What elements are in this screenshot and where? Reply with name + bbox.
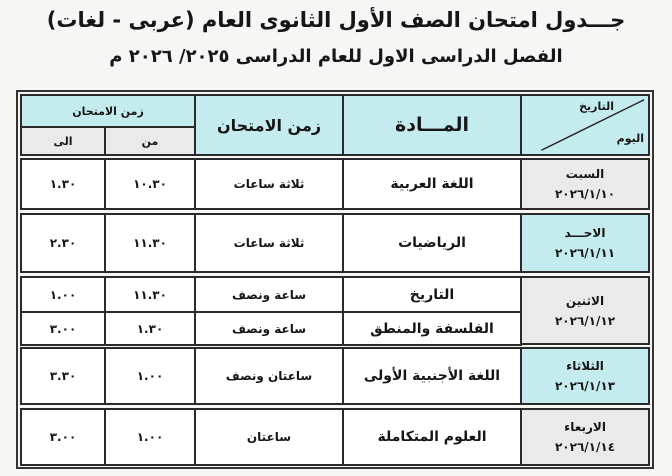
to-time-cell: ٣.٠٠ [20, 311, 106, 346]
from-time-cell: ١.٠٠ [104, 347, 196, 405]
to-time-cell: ٢.٣٠ [20, 213, 106, 273]
header-from: من [104, 126, 196, 156]
subject-cell: الفلسفة والمنطق [342, 311, 522, 346]
day-date: ٢٠٢٦/١/١٣ [554, 379, 616, 393]
to-time-cell: ٣.٠٠ [20, 408, 106, 466]
day-cell: الاربعاء ٢٠٢٦/١/١٤ [520, 408, 650, 466]
subject-cell: اللغة العربية [342, 158, 522, 210]
to-time-cell: ٣.٣٠ [20, 347, 106, 405]
day-day: الاربعاء [564, 420, 606, 434]
header-time-group: زمن الامتحان [20, 94, 196, 128]
from-time-cell: ١٠.٣٠ [104, 158, 196, 210]
header-day-date: التاريخ اليوم [520, 94, 650, 156]
duration-cell: ساعة ونصف [194, 276, 344, 313]
duration-cell: ثلاثة ساعات [194, 213, 344, 273]
day-cell: الاحـــد ٢٠٢٦/١/١١ [520, 213, 650, 273]
header-duration: زمن الامتحان [194, 94, 344, 156]
header-to: الى [20, 126, 106, 156]
day-date: ٢٠٢٦/١/١٠ [554, 187, 616, 201]
day-day: السبت [565, 167, 605, 181]
subject-cell: اللغة الأجنبية الأولى [342, 347, 522, 405]
day-cell: الاثنين ٢٠٢٦/١/١٢ [520, 276, 650, 345]
day-cell: الثلاثاء ٢٠٢٦/١/١٣ [520, 347, 650, 405]
subject-cell: التاريخ [342, 276, 522, 313]
to-time-cell: ١.٣٠ [20, 158, 106, 210]
page-title: جـــدول امتحان الصف الأول الثانوى العام … [46, 8, 626, 32]
day-date: ٢٠٢٦/١/١١ [554, 246, 616, 260]
page-subtitle: الفصل الدراسى الاول للعام الدراسى ٢٠٢٥/ … [109, 46, 563, 67]
header-day-label: اليوم [616, 132, 644, 145]
from-time-cell: ١.٣٠ [104, 311, 196, 346]
duration-cell: ساعتان ونصف [194, 347, 344, 405]
day-day: الاحـــد [564, 226, 606, 240]
from-time-cell: ١.٠٠ [104, 408, 196, 466]
day-date: ٢٠٢٦/١/١٢ [554, 313, 616, 328]
day-day: الاثنين [565, 293, 605, 308]
header-subject: المـــادة [342, 94, 522, 156]
to-time-cell: ١.٠٠ [20, 276, 106, 313]
subject-cell: العلوم المتكاملة [342, 408, 522, 466]
from-time-cell: ١١.٣٠ [104, 213, 196, 273]
duration-cell: ساعتان [194, 408, 344, 466]
from-time-cell: ١١.٣٠ [104, 276, 196, 313]
schedule-table-frame [16, 90, 654, 469]
duration-cell: ثلاثة ساعات [194, 158, 344, 210]
day-date: ٢٠٢٦/١/١٤ [554, 440, 616, 454]
subject-cell: الرياضيات [342, 213, 522, 273]
day-day: الثلاثاء [566, 359, 604, 373]
day-cell: السبت ٢٠٢٦/١/١٠ [520, 158, 650, 210]
header-date-label: التاريخ [579, 100, 614, 113]
duration-cell: ساعة ونصف [194, 311, 344, 346]
